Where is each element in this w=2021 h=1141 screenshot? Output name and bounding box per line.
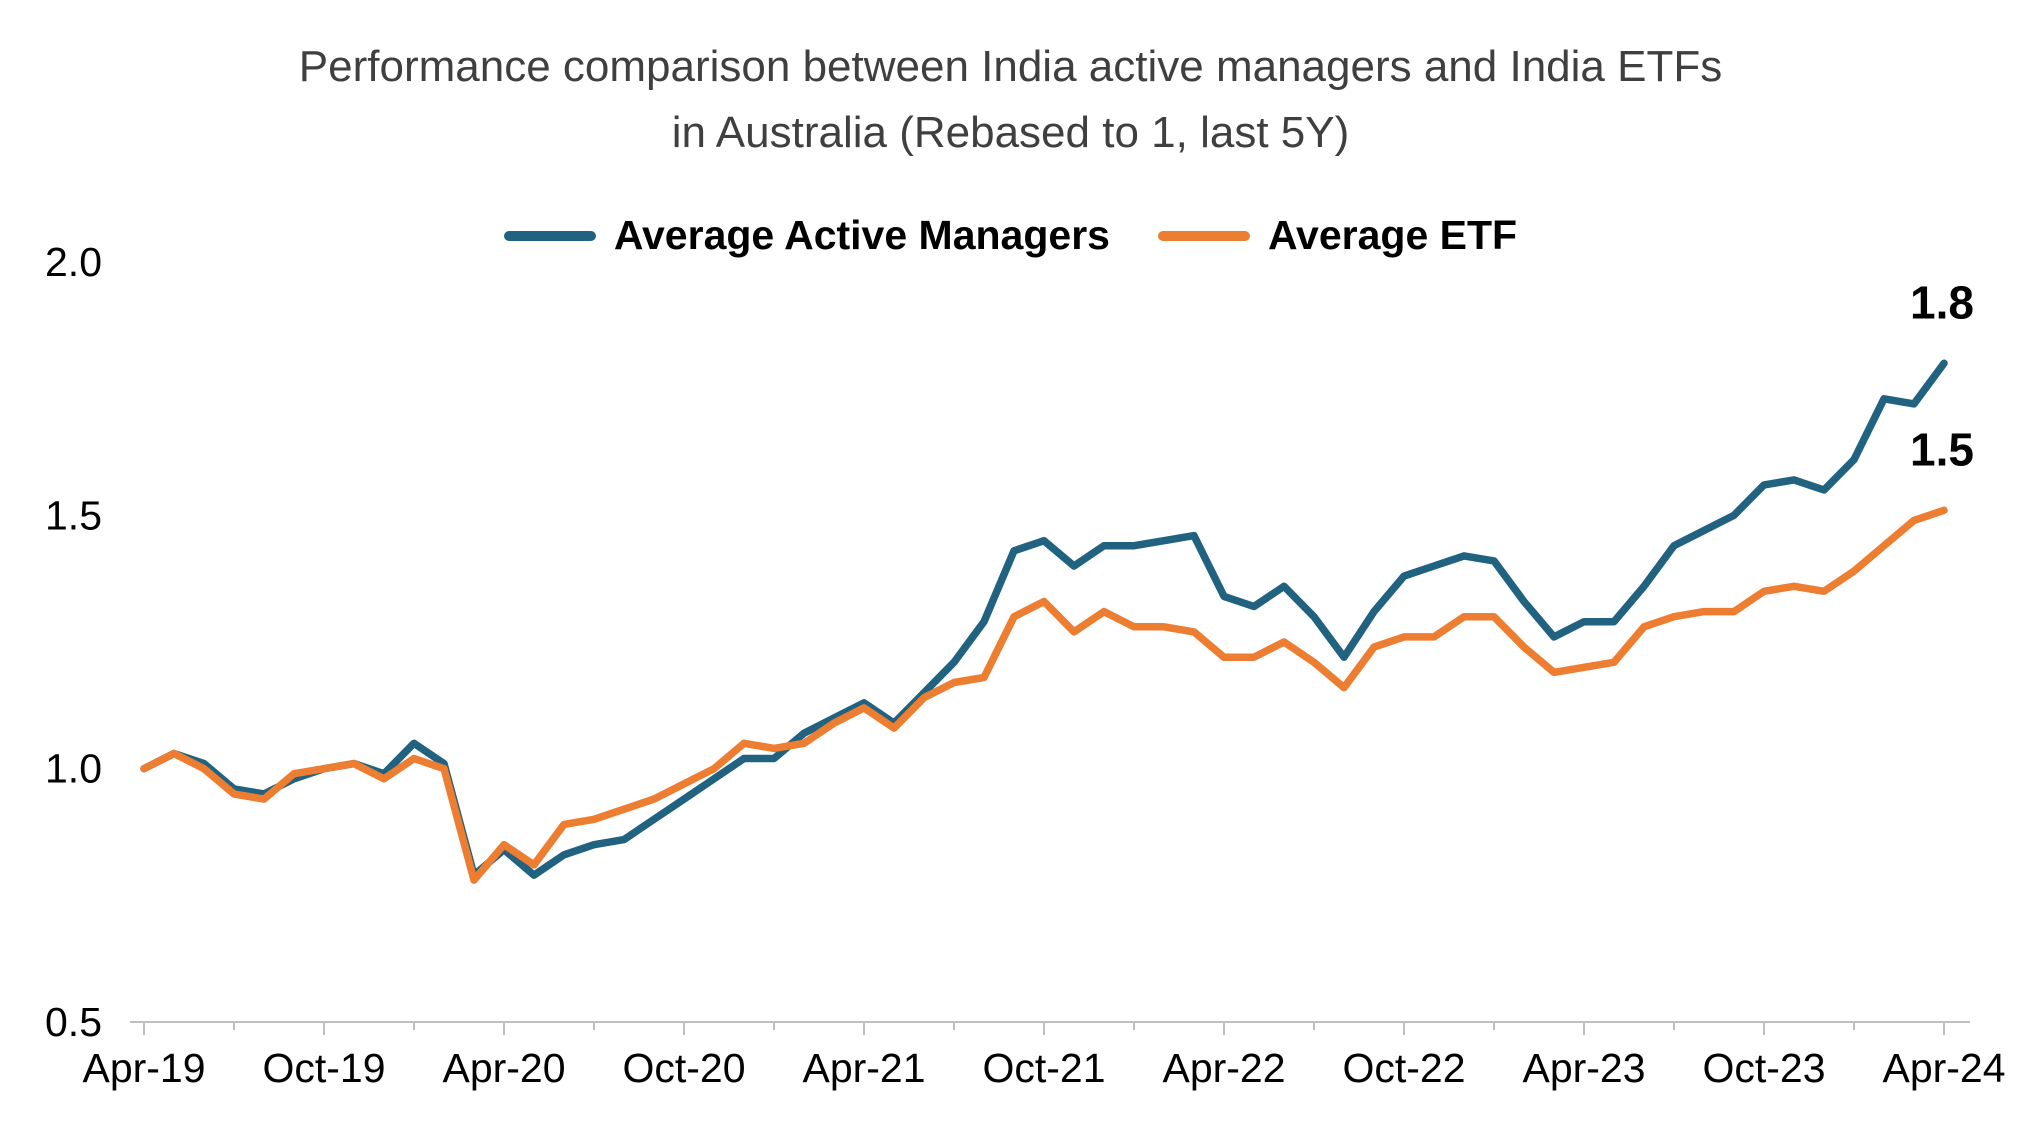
x-tick-label: Oct-20 — [622, 1045, 745, 1091]
x-tick-label: Oct-19 — [262, 1045, 385, 1091]
x-tick-label: Oct-23 — [1702, 1045, 1825, 1091]
y-tick-label: 1.0 — [45, 746, 102, 792]
legend-item-active-managers: Average Active Managers — [503, 212, 1110, 259]
x-tick-label: Oct-21 — [982, 1045, 1105, 1091]
y-tick-label: 2.0 — [45, 239, 102, 285]
end-value-label-etf: 1.5 — [1910, 423, 1974, 475]
x-tick-label: Apr-20 — [442, 1045, 565, 1091]
end-value-label-active-managers: 1.8 — [1910, 276, 1974, 328]
x-tick-label: Apr-19 — [82, 1045, 205, 1091]
y-tick-label: 0.5 — [45, 999, 102, 1045]
x-tick-label: Apr-24 — [1882, 1045, 2005, 1091]
x-tick-label: Apr-23 — [1522, 1045, 1645, 1091]
x-tick-label: Apr-22 — [1162, 1045, 1285, 1091]
x-tick-label: Apr-21 — [802, 1045, 925, 1091]
series-line-active-managers — [140, 359, 1948, 879]
legend-label-active-managers: Average Active Managers — [613, 212, 1110, 258]
y-tick-label: 1.5 — [45, 492, 102, 538]
chart-title: Performance comparison between India act… — [0, 34, 2021, 166]
x-tick-label: Oct-22 — [1342, 1045, 1465, 1091]
series-line-etf — [140, 506, 1948, 884]
chart-legend: Average Active Managers Average ETF — [0, 212, 2021, 259]
chart-title-line1: Performance comparison between India act… — [298, 42, 1723, 91]
legend-label-etf: Average ETF — [1267, 212, 1518, 258]
legend-item-etf: Average ETF — [1157, 212, 1518, 259]
legend-swatch-etf — [1157, 230, 1250, 241]
legend-swatch-active-managers — [503, 230, 596, 241]
chart-title-line2: in Australia (Rebased to 1, last 5Y) — [671, 108, 1350, 157]
